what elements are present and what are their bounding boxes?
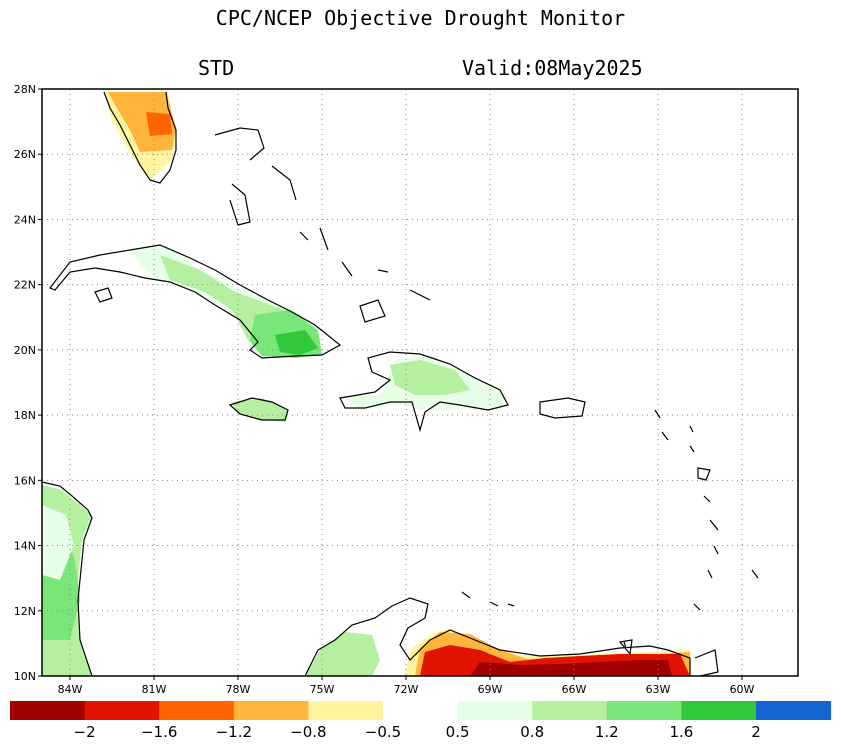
legend-label: 1.6 — [669, 723, 694, 741]
legend-label: −0.8 — [290, 723, 327, 741]
legend-swatch — [10, 701, 86, 720]
coast-colombia — [304, 597, 691, 677]
shade-colombia-west — [305, 632, 380, 676]
legend-label: 2 — [751, 723, 761, 741]
variable-label: STD — [198, 56, 235, 80]
shade-cuba-core — [275, 330, 318, 355]
coast-hispaniola — [339, 351, 509, 433]
lon-label: 66W — [562, 683, 587, 696]
shade-venezuela-darkred — [470, 660, 672, 676]
legend-label: 0.5 — [445, 723, 470, 741]
coast-jamaica — [228, 397, 289, 421]
coast-trinidad — [694, 649, 719, 677]
lat-label: 26N — [14, 148, 36, 161]
legend-label: 0.8 — [520, 723, 545, 741]
legend-colorbar — [10, 701, 832, 720]
longitude-labels: 84W 81W 78W 75W 72W 69W 66W 63W 60W — [58, 676, 755, 696]
lat-label: 22N — [14, 279, 36, 292]
coast-isle-of-youth — [94, 287, 113, 303]
lat-label: 16N — [14, 474, 36, 487]
coast-lesser-antilles — [654, 409, 759, 611]
lat-label: 28N — [14, 83, 36, 96]
legend-label: −1.6 — [140, 723, 178, 741]
valid-date-label: Valid:08May2025 — [462, 56, 643, 80]
lon-label: 81W — [142, 683, 167, 696]
coast-central-america — [41, 481, 93, 677]
coast-florida — [103, 91, 177, 184]
lon-label: 75W — [310, 683, 335, 696]
legend-swatch — [532, 701, 608, 720]
legend-label: −2 — [73, 723, 96, 741]
lon-label: 78W — [226, 683, 251, 696]
legend-swatch — [457, 701, 533, 720]
lat-label: 14N — [14, 540, 36, 553]
legend-label: −0.5 — [364, 723, 402, 741]
legend-swatch — [606, 701, 682, 720]
lat-label: 10N — [14, 670, 36, 683]
legend-swatch — [308, 701, 384, 720]
coast-abc-islands — [461, 591, 633, 656]
map-frame — [41, 88, 799, 677]
legend-swatch — [681, 701, 757, 720]
legend-label: −1.2 — [215, 723, 253, 741]
lon-label: 72W — [394, 683, 419, 696]
lat-label: 18N — [14, 409, 36, 422]
latitude-labels: 28N 26N 24N 22N 20N 18N 16N 14N 12N 10N — [14, 83, 42, 683]
legend-swatch — [383, 701, 459, 720]
coast-bahamas — [214, 127, 431, 323]
shade-hispaniola-mid — [390, 360, 470, 395]
coastlines — [41, 91, 759, 677]
legend-swatch — [84, 701, 160, 720]
legend-swatch — [756, 701, 832, 720]
legend-label: 1.2 — [594, 723, 619, 741]
shade-florida-mid — [108, 92, 176, 152]
legend-swatch — [233, 701, 309, 720]
coast-cuba — [49, 244, 342, 359]
lat-label: 24N — [14, 213, 36, 226]
lon-label: 69W — [478, 683, 503, 696]
lat-label: 12N — [14, 605, 36, 618]
coast-puerto-rico — [539, 397, 586, 419]
anomaly-shading — [42, 92, 690, 676]
lon-label: 60W — [730, 683, 755, 696]
legend-swatch — [159, 701, 235, 720]
lat-label: 20N — [14, 344, 36, 357]
shade-florida-core — [146, 112, 172, 136]
lon-label: 63W — [646, 683, 671, 696]
shade-central-america-pale — [42, 505, 74, 580]
map-title: CPC/NCEP Objective Drought Monitor — [215, 6, 626, 30]
lon-label: 84W — [58, 683, 83, 696]
